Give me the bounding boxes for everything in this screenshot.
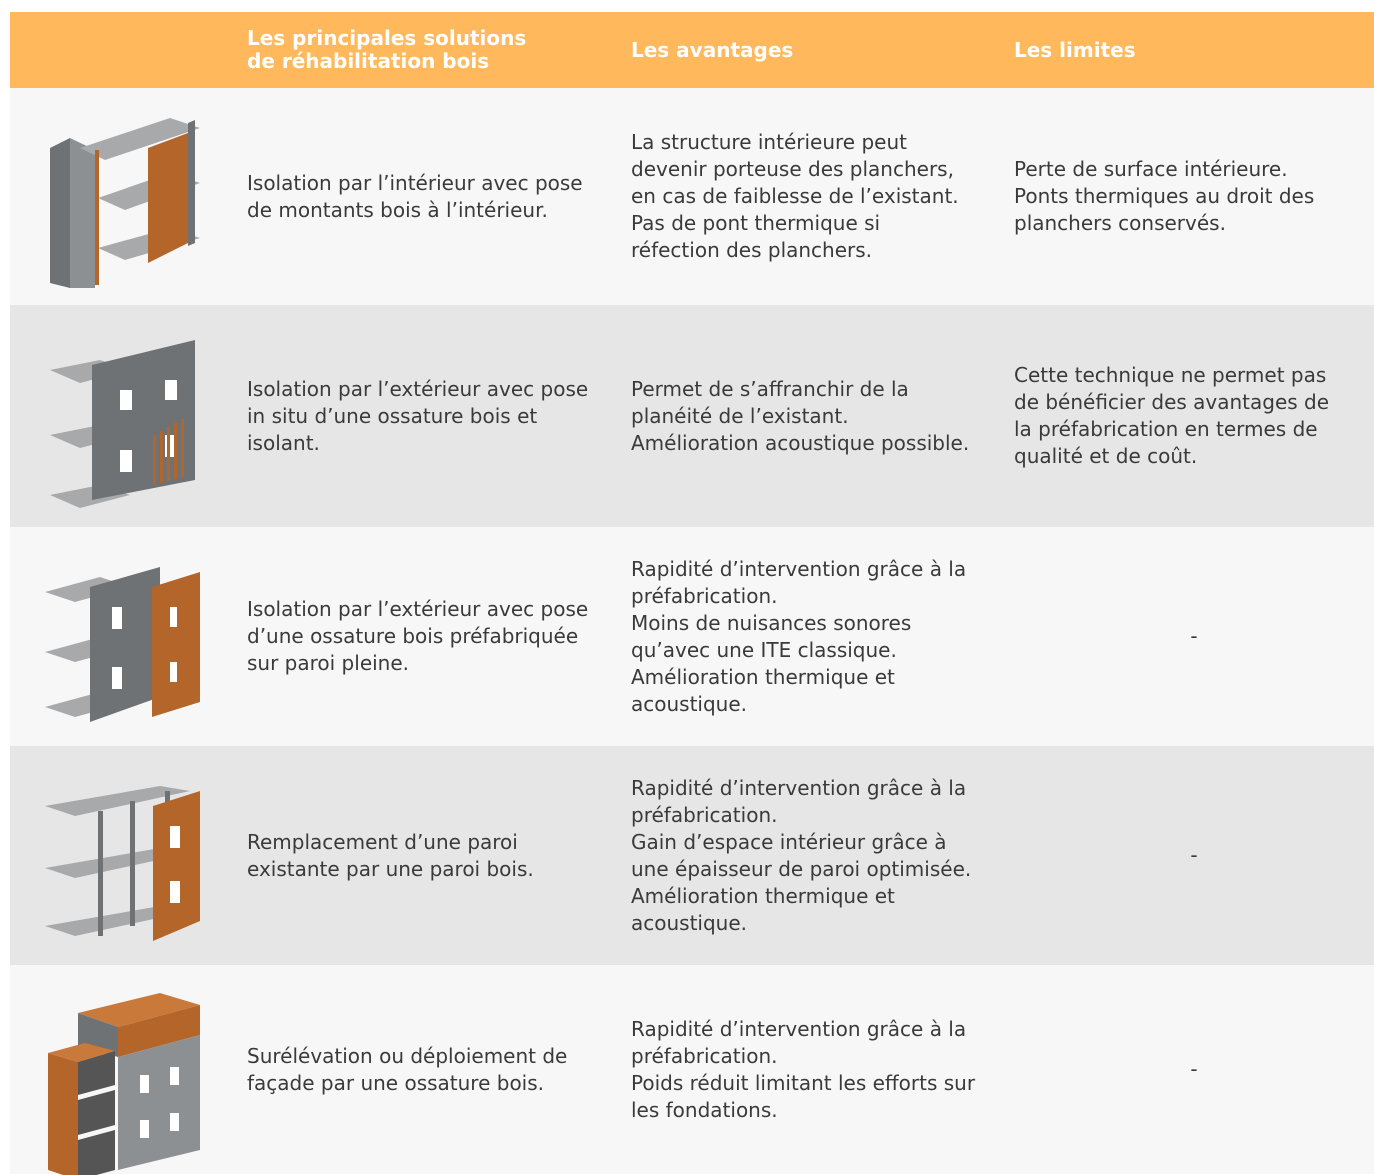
advantages-cell: Rapidité d’intervention grâce à la préfab… — [631, 527, 1001, 746]
text-line: qu’avec une ITE classique. — [631, 637, 897, 662]
limits-cell: - — [1014, 965, 1374, 1174]
solution-cell: Surélévation ou déploiement de façade par… — [247, 965, 617, 1174]
text-line: Amélioration thermique et — [631, 664, 895, 689]
text-line: réfection des planchers. — [631, 238, 873, 262]
solution-cell: Remplacement d’une paroi existante par un… — [247, 746, 617, 965]
text-line: Poids réduit limitant les efforts sur — [631, 1070, 976, 1095]
header-cell: Les limites — [1014, 12, 1374, 88]
text-line: préfabrication. — [631, 583, 778, 608]
text-line: Remplacement d’une paroi — [247, 829, 518, 854]
text-line: les fondations. — [631, 1097, 778, 1122]
icon — [50, 118, 200, 288]
text-line: la préfabrication en termes de — [1014, 417, 1318, 441]
header-cell: Les avantages — [631, 12, 1001, 88]
text-line: - — [1190, 843, 1198, 867]
text-line: sur paroi pleine. — [247, 651, 410, 675]
text-line: La structure intérieure peut — [631, 130, 907, 154]
limits-cell: - — [1014, 746, 1374, 965]
icon — [50, 340, 195, 508]
text-line: existante par une paroi bois. — [247, 856, 534, 881]
text-line: Pas de pont thermique si — [631, 211, 881, 235]
text-line: Cette technique ne permet pas — [1014, 363, 1327, 387]
text-line: planchers conservés. — [1014, 211, 1226, 235]
text-line: Amélioration acoustique possible. — [631, 430, 970, 455]
advantages-cell: Rapidité d’intervention grâce à la préfab… — [631, 746, 1001, 965]
table-row: Surélévation ou déploiement de façade par… — [10, 965, 1374, 1175]
text-line: Permet de s’affranchir de la — [631, 376, 909, 401]
text-line: Isolation par l’intérieur avec pose — [247, 170, 583, 195]
table-row: Isolation par l’intérieur avec pose de mo… — [10, 88, 1374, 305]
table-row: Remplacement d’une paroi existante par un… — [10, 746, 1374, 965]
advantages-cell: Rapidité d’intervention grâce à la préfab… — [631, 965, 1001, 1174]
solution-cell: Isolation par l’extérieur avec pose d’une… — [247, 527, 617, 746]
icon — [45, 786, 200, 941]
text-line: Moins de nuisances sonores — [631, 610, 912, 635]
text-line: préfabrication. — [631, 1043, 778, 1068]
text-line: Perte de surface intérieure. — [1014, 157, 1288, 181]
icon — [48, 993, 200, 1175]
advantages-cell: Permet de s’affranchir de la planéité de … — [631, 305, 1001, 527]
text-line: Les avantages — [631, 37, 794, 62]
text-line: acoustique. — [631, 691, 748, 716]
solution-cell: Isolation par l’extérieur avec pose in si… — [247, 305, 617, 527]
table-row: Isolation par l’extérieur avec pose in si… — [10, 305, 1374, 527]
text-line: - — [1190, 624, 1198, 648]
text-line: Rapidité d’intervention grâce à la — [631, 1016, 967, 1041]
limits-cell: Cette technique ne permet pas de bénéfici… — [1014, 305, 1374, 527]
text-line: - — [1190, 1057, 1198, 1081]
text-line: devenir porteuse des planchers, — [631, 157, 954, 181]
text-line: Gain d’espace intérieur grâce à — [631, 829, 947, 854]
text-line: de réhabilitation bois — [247, 49, 490, 73]
text-line: Surélévation ou déploiement de — [247, 1043, 568, 1068]
solution-cell: Isolation par l’intérieur avec pose de mo… — [247, 88, 617, 305]
icon — [45, 567, 200, 722]
text-line: in situ d’une ossature bois et — [247, 403, 538, 428]
advantages-cell: La structure intérieure peut devenir port… — [631, 88, 1001, 305]
text-line: façade par une ossature bois. — [247, 1070, 545, 1095]
text-line: qualité et de coût. — [1014, 444, 1198, 468]
header-cell: Les principales solutions de réhabilitati… — [247, 12, 617, 88]
text-line: Isolation par l’extérieur avec pose — [247, 597, 589, 621]
text-line: préfabrication. — [631, 802, 778, 827]
text-line: une épaisseur de paroi optimisée. — [631, 856, 972, 881]
text-line: Les principales solutions — [247, 26, 527, 50]
text-line: Rapidité d’intervention grâce à la — [631, 556, 967, 581]
text-line: planéité de l’existant. — [631, 403, 849, 428]
text-line: Isolation par l’extérieur avec pose — [247, 376, 589, 401]
text-line: Amélioration thermique et — [631, 883, 895, 908]
text-line: Les limites — [1014, 37, 1136, 62]
table-row: Isolation par l’extérieur avec pose d’une… — [10, 527, 1374, 746]
text-line: isolant. — [247, 430, 320, 455]
text-line: acoustique. — [631, 910, 748, 935]
table-header: Les principales solutions de réhabilitati… — [10, 12, 1374, 88]
text-line: de montants bois à l’intérieur. — [247, 197, 548, 222]
limits-cell: Perte de surface intérieure. Ponts thermi… — [1014, 88, 1374, 305]
text-line: Rapidité d’intervention grâce à la — [631, 775, 967, 800]
text-line: en cas de faiblesse de l’existant. — [631, 184, 959, 208]
text-line: d’une ossature bois préfabriquée — [247, 624, 579, 648]
text-line: Ponts thermiques au droit des — [1014, 184, 1315, 208]
text-line: de bénéficier des avantages de — [1014, 390, 1330, 414]
limits-cell: - — [1014, 527, 1374, 746]
